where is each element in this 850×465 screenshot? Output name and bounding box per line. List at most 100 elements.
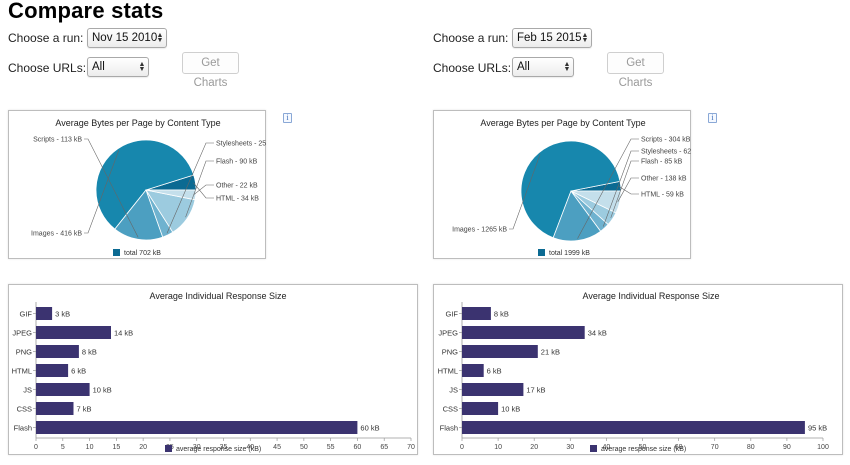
x-tick-label: 70 [711, 444, 719, 451]
get-charts-button-1[interactable]: Get Charts [182, 52, 239, 89]
pie-slice-images[interactable] [95, 139, 195, 230]
bar-category-flash: Flash [440, 424, 458, 433]
bar-value-label: 60 kB [360, 424, 379, 433]
x-tick-label: 30 [566, 444, 574, 451]
pie-total-label: total 1999 kB [549, 250, 590, 257]
pie-leader-line [577, 138, 639, 239]
x-tick-label: 10 [86, 444, 94, 451]
bar-value-label: 17 kB [526, 386, 545, 395]
legend-swatch [538, 249, 545, 256]
choose-run-label-1: Choose a run: [8, 31, 84, 45]
run-select-1[interactable]: Nov 15 2010 ▲ ▼ [87, 28, 167, 48]
bar-js[interactable] [36, 383, 90, 396]
bar-chart-panel-2: Average Individual Response Size 0 10 20 30… [433, 284, 843, 455]
pie-label-other: Other - 138 kB [641, 176, 687, 183]
bar-legend-label: average response size (kB) [176, 446, 261, 453]
bar-js[interactable] [462, 383, 524, 396]
bar-css[interactable] [462, 402, 499, 415]
pie-total-label: total 702 kB [124, 250, 161, 257]
x-tick-label: 30 [193, 444, 201, 451]
bar-value-label: 6 kB [71, 367, 86, 376]
bar-value-label: 8 kB [82, 348, 97, 357]
pie-leader-line [166, 142, 214, 234]
bar-category-css: CSS [443, 405, 458, 414]
bar-flash[interactable] [462, 421, 805, 434]
info-icon[interactable]: i [283, 113, 292, 123]
legend-swatch [165, 445, 172, 452]
urls-select-2[interactable]: All ▲ ▼ [512, 57, 574, 77]
bar-value-label: 34 kB [588, 329, 607, 338]
x-tick-label: 0 [34, 444, 38, 451]
bar-value-label: 6 kB [487, 367, 502, 376]
urls-select-value: All [517, 61, 530, 73]
bar-value-label: 21 kB [541, 348, 560, 357]
select-arrows-icon: ▲ ▼ [156, 32, 164, 44]
run-select-2[interactable]: Feb 15 2015 ▲ ▼ [512, 28, 592, 48]
pie-leader-line [617, 177, 639, 202]
bar-html[interactable] [462, 364, 484, 377]
info-icon[interactable]: i [708, 113, 717, 123]
x-tick-label: 90 [783, 444, 791, 451]
bar-chart-2: Average Individual Response Size 0 10 20 30… [438, 291, 829, 453]
pie-chart-panel-2: Average Bytes per Page by Content Type H… [433, 110, 702, 259]
bar-gif[interactable] [462, 307, 491, 320]
pie-leader-line [602, 150, 639, 227]
bar-jpeg[interactable] [36, 326, 111, 339]
bar-png[interactable] [462, 345, 538, 358]
bar-value-label: 8 kB [494, 310, 509, 319]
legend-swatch [113, 249, 120, 256]
choose-urls-label-2: Choose URLs: [433, 61, 512, 75]
x-tick-label: 20 [139, 444, 147, 451]
bar-category-html: HTML [12, 367, 32, 376]
bar-legend-label: average response size (kB) [601, 446, 686, 453]
pie-label-flash: Flash - 85 kB [641, 159, 683, 166]
pie-slice-other[interactable] [570, 190, 622, 214]
pie-label-stylesheets: Stylesheets - 62 kB [641, 149, 692, 156]
run-select-value: Nov 15 2010 [92, 32, 158, 44]
urls-select-value: All [92, 61, 105, 73]
pie-slice-other[interactable] [145, 189, 197, 201]
pie-chart-2: Average Bytes per Page by Content Type H… [452, 118, 702, 257]
pie-label-images: Images - 1265 kB [452, 227, 507, 234]
bar-png[interactable] [36, 345, 79, 358]
pie-chart-1: Average Bytes per Page by Content Type H… [31, 118, 277, 257]
bar-jpeg[interactable] [462, 326, 585, 339]
x-tick-label: 35 [220, 444, 228, 451]
pie-title: Average Bytes per Page by Content Type [55, 118, 220, 128]
pie-slice-scripts[interactable] [114, 189, 164, 241]
bar-gif[interactable] [36, 307, 53, 320]
run-select-value: Feb 15 2015 [517, 32, 582, 44]
bar-category-jpeg: JPEG [12, 329, 32, 338]
bar-category-js: JS [23, 386, 32, 395]
bar-flash[interactable] [36, 421, 358, 434]
pie-label-flash: Flash - 90 kB [216, 159, 258, 166]
x-tick-label: 0 [460, 444, 464, 451]
bar-css[interactable] [36, 402, 74, 415]
bar-html[interactable] [36, 364, 69, 377]
x-tick-label: 40 [603, 444, 611, 451]
x-tick-label: 20 [530, 444, 538, 451]
pie-leader-line [84, 150, 120, 234]
x-tick-label: 55 [327, 444, 335, 451]
x-tick-label: 50 [300, 444, 308, 451]
select-arrows-icon: ▲ ▼ [563, 61, 571, 73]
pie-label-scripts: Scripts - 304 kB [641, 137, 691, 144]
urls-select-1[interactable]: All ▲ ▼ [87, 57, 149, 77]
x-tick-label: 50 [639, 444, 647, 451]
bar-value-label: 10 kB [501, 405, 520, 414]
pie-slice-scripts[interactable] [552, 190, 602, 242]
choose-urls-label-1: Choose URLs: [8, 61, 87, 75]
get-charts-button-2[interactable]: Get Charts [607, 52, 664, 89]
x-tick-label: 45 [273, 444, 281, 451]
pie-slice-images[interactable] [520, 140, 621, 239]
bar-category-png: PNG [16, 348, 32, 357]
bar-category-html: HTML [438, 367, 458, 376]
bar-title: Average Individual Response Size [583, 291, 720, 301]
pie-leader-line [618, 186, 639, 195]
bar-value-label: 14 kB [114, 329, 133, 338]
x-tick-label: 10 [494, 444, 502, 451]
bar-category-js: JS [449, 386, 458, 395]
bar-value-label: 7 kB [77, 405, 92, 414]
x-tick-label: 60 [675, 444, 683, 451]
pie-chart-panel-1: Average Bytes per Page by Content Type H… [8, 110, 277, 259]
